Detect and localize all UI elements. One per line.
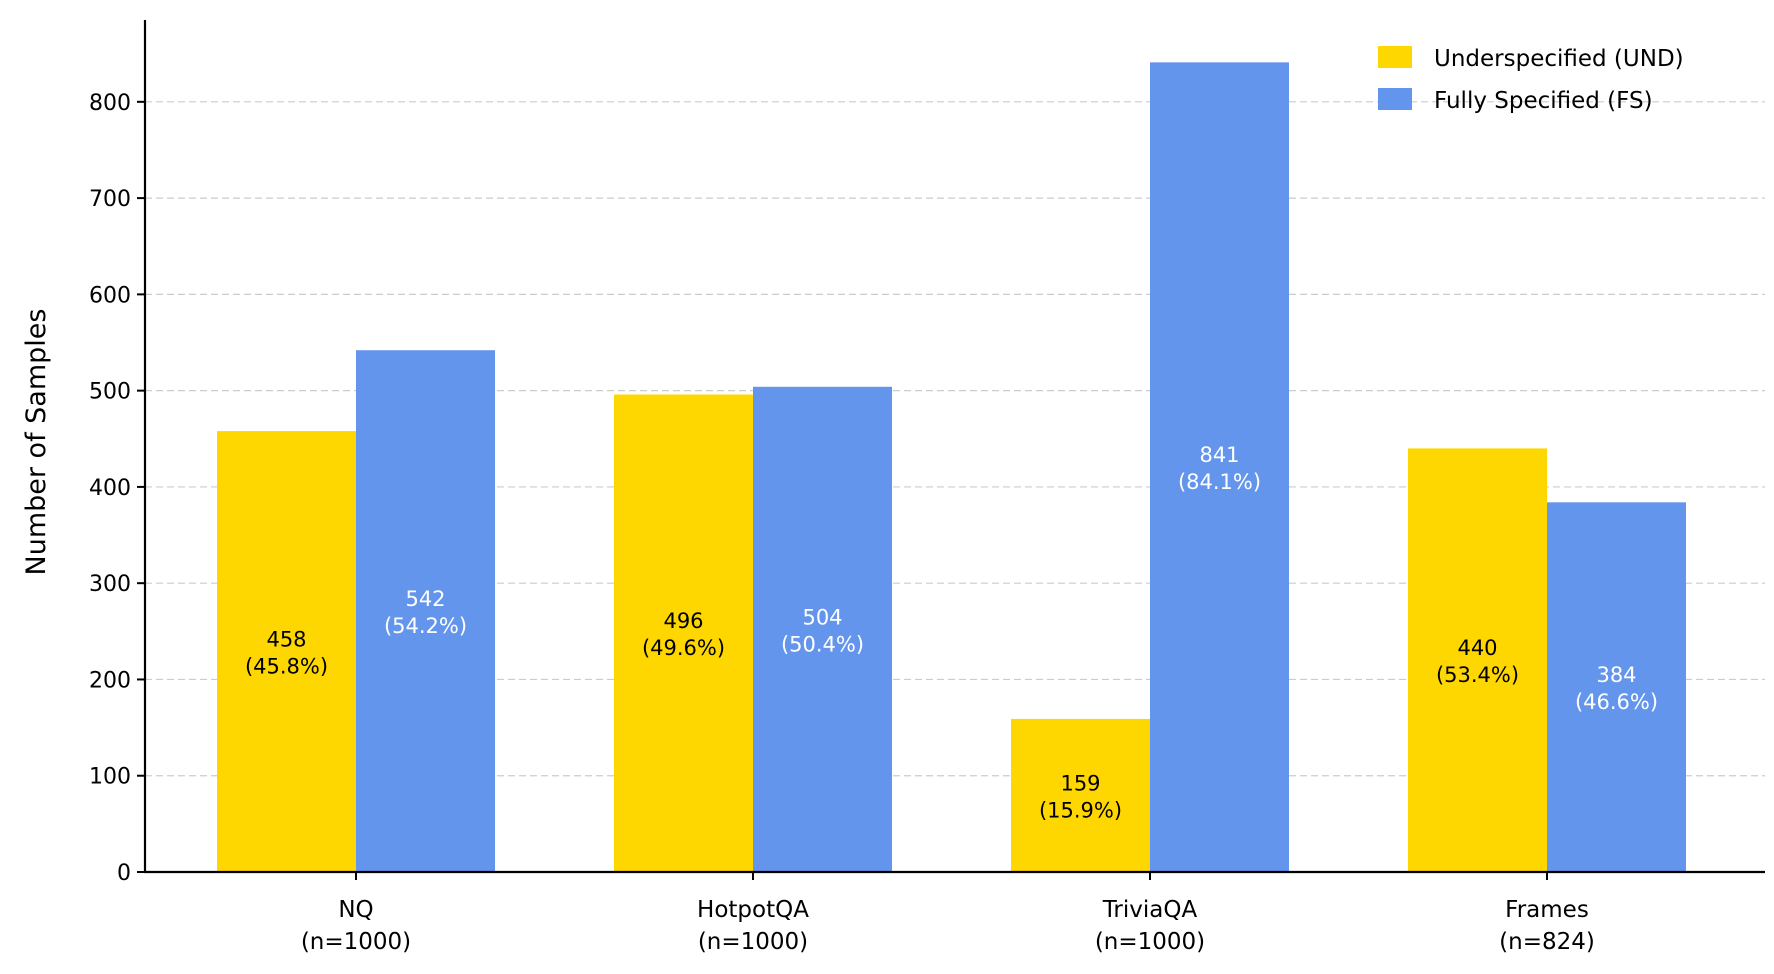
bar-value-label: 159 (1060, 771, 1100, 795)
y-tick-label-700: 700 (89, 187, 131, 212)
bar-percent-label: (53.4%) (1436, 663, 1519, 687)
x-tick-label: HotpotQA (697, 897, 809, 923)
bar-percent-label: (84.1%) (1178, 470, 1261, 494)
bar-value-label: 542 (405, 587, 445, 611)
bar-fs-nq (356, 350, 495, 872)
bar-fs-frames (1547, 502, 1686, 872)
bar-value-label: 440 (1457, 636, 1497, 660)
x-tick-sublabel: (n=824) (1499, 929, 1595, 955)
bar-und-hotpotqa (614, 394, 753, 872)
y-tick-label-300: 300 (89, 572, 131, 597)
y-tick-label-500: 500 (89, 380, 131, 405)
legend-label-fs: Fully Specified (FS) (1434, 88, 1653, 114)
y-tick-label-200: 200 (89, 668, 131, 693)
bar-percent-label: (45.8%) (245, 655, 328, 679)
y-tick-label-100: 100 (89, 765, 131, 790)
x-tick-sublabel: (n=1000) (1095, 929, 1205, 955)
bar-value-label: 384 (1596, 663, 1636, 687)
x-tick-sublabel: (n=1000) (698, 929, 808, 955)
y-tick-label-400: 400 (89, 476, 131, 501)
bar-und-nq (217, 431, 356, 872)
y-tick-label-0: 0 (117, 861, 131, 886)
bar-percent-label: (46.6%) (1575, 690, 1658, 714)
y-axis-title: Number of Samples (21, 309, 52, 576)
x-tick-label: Frames (1505, 897, 1589, 923)
bar-value-label: 841 (1199, 443, 1239, 467)
x-tick-label: TriviaQA (1102, 897, 1198, 923)
bar-value-label: 496 (663, 609, 703, 633)
bars (217, 62, 1686, 873)
bar-und-frames (1408, 448, 1547, 872)
legend: Underspecified (UND) Fully Specified (FS) (1378, 46, 1684, 114)
bar-percent-label: (54.2%) (384, 614, 467, 638)
bar-value-label: 458 (266, 628, 306, 652)
x-tick-sublabel: (n=1000) (301, 929, 411, 955)
axes: 0 100 200 300 400 500 600 700 800 NQ (n=1000) Hotpo… (89, 20, 1765, 955)
bar-fs-triviaqa (1150, 62, 1289, 873)
bar-percent-label: (49.6%) (642, 636, 725, 660)
bar-percent-label: (50.4%) (781, 632, 864, 656)
legend-label-und: Underspecified (UND) (1434, 46, 1684, 72)
bar-und-triviaqa (1011, 718, 1150, 872)
bar-value-labels: 458 (45.8%) 542 (54.2%) 496 (49.6%) 504 (50.4%)… (245, 443, 1658, 822)
bar-fs-hotpotqa (753, 386, 892, 872)
x-tick-label: NQ (338, 897, 373, 923)
bar-percent-label: (15.9%) (1039, 798, 1122, 822)
bar-value-label: 504 (802, 605, 842, 629)
y-tick-label-800: 800 (89, 91, 131, 116)
y-tick-label-600: 600 (89, 283, 131, 308)
legend-swatch-und (1378, 46, 1412, 68)
legend-swatch-fs (1378, 88, 1412, 110)
